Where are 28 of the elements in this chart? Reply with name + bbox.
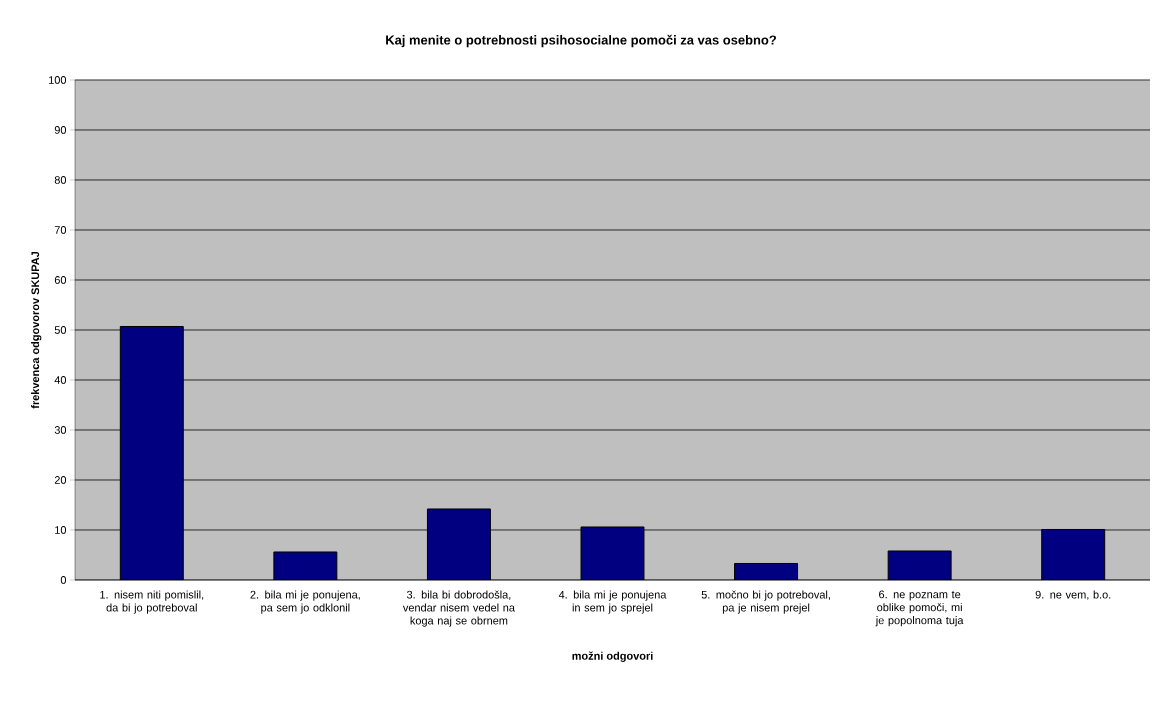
- chart-title: Kaj menite o potrebnosti psihosocialne pomoči za vas osebno?: [386, 34, 777, 48]
- bar: [273, 551, 338, 580]
- x-tick-label: 6. ne poznam te oblike pomoči, mi je popolnoma tuja: [875, 590, 964, 627]
- y-tick-label: 0: [60, 576, 67, 584]
- y-tick-label: 100: [49, 76, 67, 84]
- bar: [580, 526, 645, 580]
- bar: [119, 325, 184, 580]
- y-tick-label: 70: [54, 226, 67, 234]
- y-tick-label: 10: [55, 526, 67, 534]
- y-tick-label: 90: [54, 126, 67, 134]
- x-tick-label: 9. ne vem, b.o.: [1035, 590, 1111, 600]
- bar: [734, 562, 799, 580]
- x-tick-label: 2. bila mi je ponujena, pa sem jo odklonil: [250, 590, 360, 614]
- y-tick-label: 60: [54, 276, 67, 284]
- y-tick-label: 30: [54, 426, 67, 434]
- y-axis-title: frekvenca odgovorov SKUPAJ: [31, 251, 42, 409]
- y-tick-label: 40: [54, 376, 67, 384]
- bar: [887, 550, 952, 580]
- x-tick-label: 3. bila bi dobrodošla, vendar nisem vedel na koga naj se obrnem: [402, 590, 515, 627]
- x-tick-label: 1. nisem niti pomislil, da bi jo potreboval: [100, 590, 204, 614]
- x-axis-title: možni odgovori: [572, 651, 653, 663]
- x-tick-label: 5. močno bi jo potreboval, pa je nisem prejel: [701, 590, 830, 614]
- bar: [426, 508, 491, 580]
- y-tick-label: 80: [54, 176, 67, 184]
- x-tick-label: 4. bila mi je ponujena in sem jo sprejel: [558, 590, 667, 614]
- y-tick-label: 50: [54, 326, 67, 334]
- y-tick-label: 20: [54, 476, 67, 484]
- bar: [1041, 528, 1106, 580]
